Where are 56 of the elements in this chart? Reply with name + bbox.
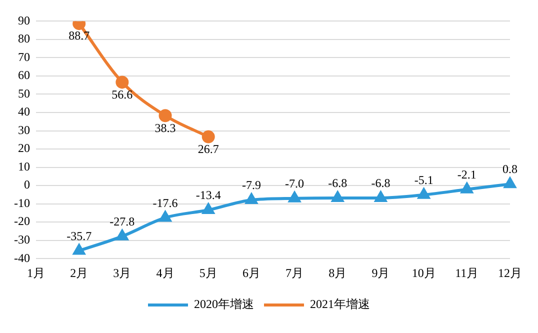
- point: [461, 182, 473, 194]
- point: [288, 192, 300, 202]
- data-label: 56.6: [112, 87, 133, 102]
- y-tick-label: -40: [14, 250, 30, 265]
- y-tick-label: 50: [18, 86, 30, 100]
- point: [116, 230, 128, 240]
- point: [158, 109, 172, 122]
- data-label: -2.1: [457, 168, 476, 182]
- x-tick-label: 10月: [412, 266, 436, 280]
- x-tick-label: 6月: [242, 266, 260, 280]
- data-label: -5.1: [414, 173, 434, 188]
- point: [202, 204, 214, 214]
- point: [418, 188, 430, 199]
- x-tick-label: 11月: [455, 266, 479, 280]
- y-tick-label: -20: [14, 214, 30, 228]
- y-tick-label: 60: [18, 68, 30, 82]
- x-tick-label: 9月: [372, 266, 390, 280]
- x-tick-label: 12月: [498, 266, 522, 280]
- x-tick-label: 1月: [26, 266, 45, 280]
- data-label: -7.0: [285, 176, 304, 190]
- legend-label: 2021年增速: [310, 297, 370, 312]
- point: [504, 178, 516, 188]
- x-tick-label: 5月: [199, 266, 218, 280]
- x-tick-label: 7月: [286, 266, 304, 280]
- point: [159, 211, 172, 222]
- point: [374, 191, 387, 202]
- legend-label: 2020年增速: [194, 297, 254, 312]
- point: [73, 244, 85, 255]
- y-tick-label: 70: [18, 50, 30, 64]
- data-label: -7.9: [242, 178, 261, 192]
- data-label: -6.8: [328, 176, 348, 190]
- data-label: -17.6: [152, 196, 178, 210]
- point: [202, 130, 215, 144]
- y-tick-label: 10: [18, 159, 30, 174]
- y-tick-label: 20: [18, 141, 30, 156]
- y-tick-label: 80: [18, 32, 30, 46]
- data-label: -13.4: [196, 188, 221, 202]
- point: [116, 76, 129, 89]
- x-tick-label: 4月: [156, 266, 174, 280]
- x-tick-label: 3月: [113, 266, 132, 280]
- data-label: 0.8: [502, 162, 518, 176]
- y-tick-label: 90: [18, 13, 30, 28]
- y-tick-label: -30: [14, 232, 30, 246]
- y-tick-label: 40: [18, 104, 30, 119]
- data-label: 38.3: [154, 120, 176, 135]
- y-tick-label: -10: [14, 196, 30, 210]
- point: [246, 193, 258, 204]
- x-tick-label: 8月: [328, 266, 347, 280]
- x-tick-label: 2月: [70, 266, 88, 280]
- data-label: -6.8: [371, 176, 390, 190]
- y-tick-label: 0: [24, 178, 30, 192]
- point: [332, 191, 344, 202]
- data-label: -35.7: [66, 228, 92, 243]
- y-tick-label: 30: [18, 122, 30, 137]
- data-label: -27.8: [110, 214, 135, 228]
- data-label: 26.7: [198, 142, 219, 156]
